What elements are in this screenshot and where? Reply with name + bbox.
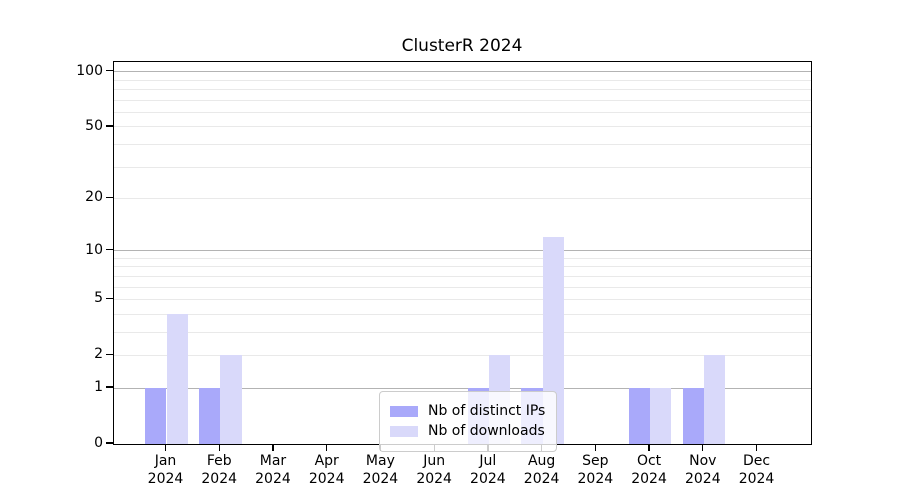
y-tick [106,386,113,388]
x-tick-label-may: May 2024 [345,452,415,488]
x-tick-label-jan: Jan 2024 [131,452,201,488]
x-tick-year: 2024 [308,470,345,487]
x-tick [272,444,274,451]
bar-jan-downloads [166,314,188,444]
x-tick-year: 2024 [738,470,775,487]
legend-entry: Nb of distinct IPs [390,403,545,420]
x-tick-label-feb: Feb 2024 [184,452,254,488]
minor-gridline [114,99,811,101]
minor-gridline [114,197,811,199]
legend-label: Nb of downloads [428,423,545,439]
bar-feb-distinct-ips [198,388,221,444]
x-tick-label-apr: Apr 2024 [292,452,362,488]
y-tick [106,353,113,356]
minor-gridline [114,275,811,277]
x-tick [702,444,704,451]
plot-area: Nb of distinct IPs Nb of downloads [113,61,812,452]
minor-gridline [114,143,811,145]
x-tick-year: 2024 [631,470,667,487]
legend-swatch [390,406,418,417]
legend-label: Nb of distinct IPs [428,403,546,419]
y-tick-label: 100 [76,62,103,79]
major-gridline [114,250,811,252]
x-tick-month: Mar [259,452,287,469]
bar-feb-downloads [220,355,242,444]
x-tick-label-nov: Nov 2024 [668,452,738,488]
legend-swatch [390,426,418,437]
y-tick-label: 0 [94,435,103,451]
x-tick-month: Oct [636,452,662,469]
y-tick [106,196,113,199]
x-tick-year: 2024 [147,470,184,487]
y-tick-label: 2 [94,346,103,363]
major-gridline [114,71,811,73]
x-tick-month: Feb [206,452,232,469]
y-tick [106,125,113,127]
x-tick [594,444,597,451]
x-tick-month: Jun [423,452,446,469]
x-tick-year: 2024 [416,470,452,487]
minor-gridline [114,331,811,333]
x-tick-year: 2024 [362,470,399,487]
x-tick [164,444,167,451]
x-tick-month: Nov [689,452,717,469]
minor-gridline [114,298,811,300]
y-tick-label: 10 [85,241,103,258]
x-tick [218,444,220,451]
y-tick [106,442,113,444]
bar-nov-distinct-ips [682,388,704,444]
x-tick-label-jun: Jun 2024 [399,452,469,488]
x-tick-label-mar: Mar 2024 [238,452,308,488]
minor-gridline [114,111,811,113]
minor-gridline [114,126,811,128]
x-tick-month: Jan [154,452,177,469]
chart-title: ClusterR 2024 [401,36,523,56]
y-tick-label: 1 [94,379,103,396]
x-tick [755,444,758,451]
bar-oct-downloads [650,388,672,444]
x-tick-month: Sep [582,452,609,469]
minor-gridline [114,166,811,168]
x-tick-label-sep: Sep 2024 [560,452,630,488]
y-tick [106,248,113,251]
x-tick-year: 2024 [684,470,721,487]
bar-oct-distinct-ips [628,388,651,444]
legend: Nb of distinct IPs Nb of downloads [379,391,558,452]
x-tick-label-aug: Aug 2024 [507,452,577,488]
y-tick-label: 50 [85,117,103,134]
x-tick-label-jul: Jul 2024 [453,452,523,488]
x-tick-year: 2024 [201,470,238,487]
y-tick [106,70,113,72]
x-tick-label-dec: Dec 2024 [722,452,792,488]
y-tick-label: 20 [85,189,103,206]
minor-gridline [114,79,811,81]
x-tick-label-oct: Oct 2024 [614,452,684,488]
x-tick-year: 2024 [470,470,506,487]
x-tick-month: Jul [479,452,497,469]
y-tick-label: 5 [94,290,103,307]
minor-gridline [114,313,811,315]
x-tick-year: 2024 [577,470,614,487]
major-gridline [114,387,811,389]
bar-jan-distinct-ips [145,388,167,444]
x-tick-year: 2024 [255,470,291,487]
x-tick-month: Dec [742,452,771,469]
minor-gridline [114,286,811,288]
y-tick [106,297,113,300]
minor-gridline [114,266,811,268]
minor-gridline [114,89,811,91]
x-tick [648,444,650,451]
bar-nov-downloads [703,355,726,444]
x-tick-month: May [365,452,395,469]
x-tick-year: 2024 [523,470,560,487]
x-tick [326,444,328,451]
minor-gridline [114,354,811,356]
x-tick-month: Aug [527,452,556,469]
minor-gridline [114,257,811,259]
legend-entry: Nb of downloads [390,423,545,440]
x-tick-month: Apr [314,452,339,469]
